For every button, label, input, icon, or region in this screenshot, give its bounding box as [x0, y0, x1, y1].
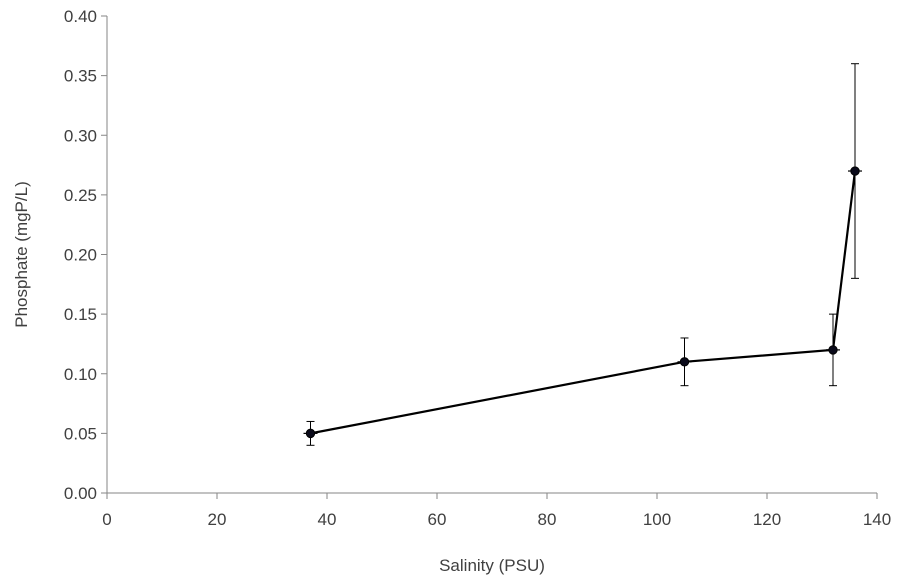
- data-point: [850, 166, 860, 176]
- series-layer: [303, 63, 862, 446]
- x-tick-label: 120: [753, 510, 781, 529]
- x-tick-label: 140: [863, 510, 891, 529]
- y-tick-label: 0.35: [64, 67, 97, 86]
- y-tick-label: 0.40: [64, 7, 97, 26]
- y-tick-label: 0.15: [64, 305, 97, 324]
- data-point: [679, 357, 690, 367]
- x-axis-ticks: 0 20 40 60 80 100 120 140: [102, 493, 891, 529]
- y-tick-label: 0.30: [64, 126, 97, 145]
- y-axis-ticks: 0.00 0.05 0.10 0.15 0.20 0.25 0.30 0.35 0.40: [64, 7, 107, 503]
- x-tick-label: 100: [643, 510, 671, 529]
- y-tick-label: 0.00: [64, 484, 97, 503]
- series-line: [310, 170, 857, 435]
- x-tick-label: 20: [208, 510, 227, 529]
- y-tick-label: 0.20: [64, 246, 97, 265]
- y-tick-label: 0.10: [64, 365, 97, 384]
- x-axis-title: Salinity (PSU): [439, 556, 545, 575]
- x-tick-label: 40: [318, 510, 337, 529]
- data-point: [828, 345, 838, 355]
- y-tick-label: 0.05: [64, 424, 97, 443]
- y-tick-label: 0.25: [64, 186, 97, 205]
- axes: 0 20 40 60 80 100 120 140 0.000.050.100.150.200…: [64, 7, 891, 529]
- x-tick-label: 60: [428, 510, 447, 529]
- x-tick-label: 0: [102, 510, 111, 529]
- y-axis-title: Phosphate (mgP/L): [12, 181, 31, 327]
- data-point: [305, 428, 316, 439]
- x-tick-label: 80: [538, 510, 557, 529]
